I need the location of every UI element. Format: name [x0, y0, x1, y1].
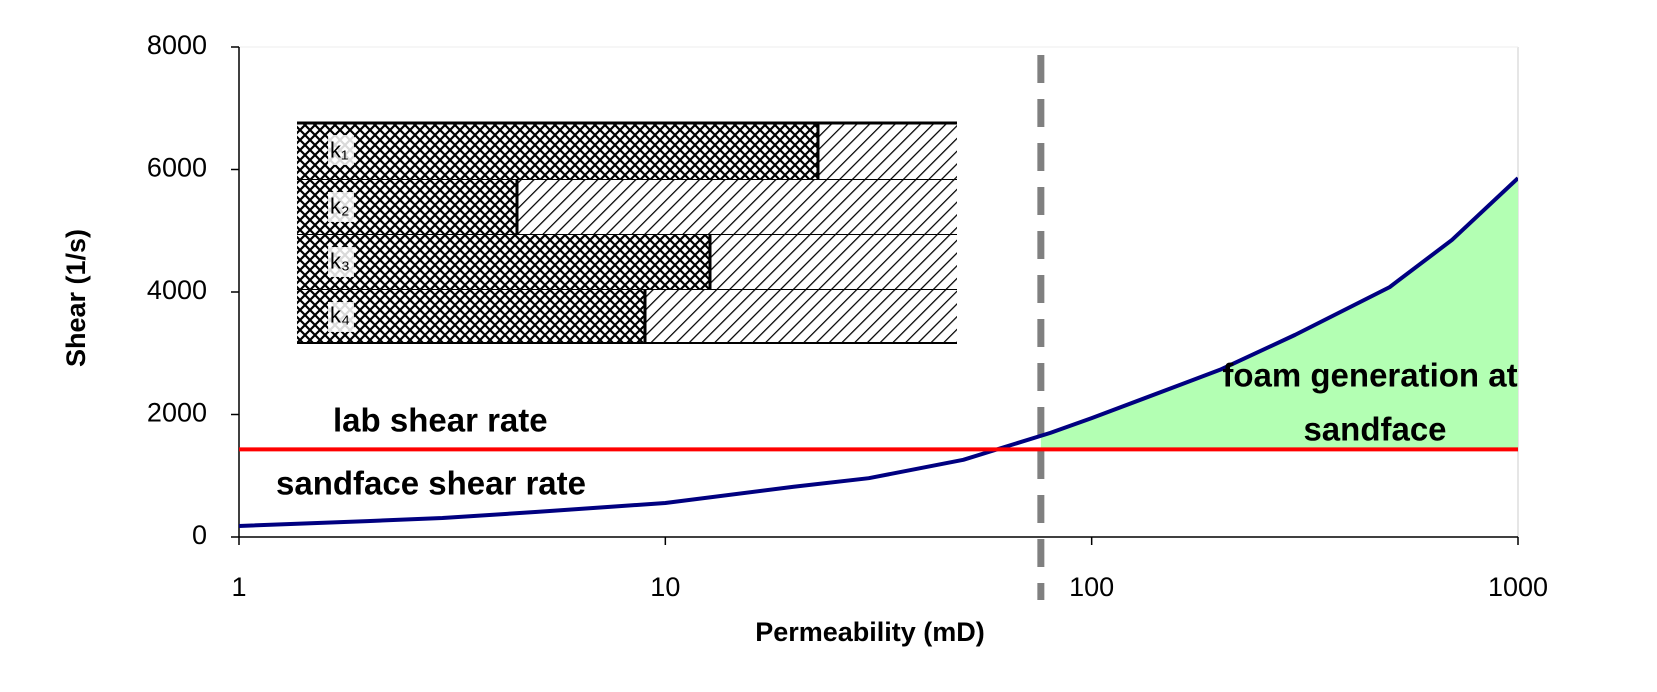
series-label: sandface shear rate [276, 465, 586, 502]
plot: 0 2000 4000 6000 8000 1 10 100 1000 sandface shea… [147, 30, 1548, 602]
inset-crosshatch [297, 123, 818, 180]
inset-label: k₃ [330, 248, 350, 273]
inset-label: k₂ [330, 193, 350, 218]
inset-label-bg [328, 302, 354, 332]
x-axis-label: Permeability (mD) [755, 617, 985, 647]
inset-hatch [645, 290, 957, 343]
y-tick-label: 4000 [147, 275, 207, 305]
shaded-region [1040, 178, 1518, 450]
series-label: lab shear rate [333, 402, 548, 439]
inset-hatch [710, 235, 957, 290]
y-tick-label: 0 [192, 520, 207, 550]
inset-label-bg [328, 135, 354, 165]
inset-crosshatch [297, 235, 710, 290]
x-tick-label: 10 [650, 572, 680, 602]
inset-label: k₁ [330, 137, 348, 162]
x-tick-label: 1000 [1488, 572, 1548, 602]
annotation: foam generation at [1222, 357, 1517, 394]
y-axis-label: Shear (1/s) [61, 229, 91, 367]
y-tick-label: 8000 [147, 30, 207, 60]
y-tick-label: 2000 [147, 398, 207, 428]
inset-label: k₄ [330, 302, 350, 327]
y-tick-label: 6000 [147, 153, 207, 183]
series-line [239, 176, 1518, 528]
x-tick-label: 100 [1069, 572, 1114, 602]
inset-label-bg [328, 192, 354, 222]
inset-label-bg [328, 247, 354, 277]
x-tick-label: 1 [231, 572, 246, 602]
inset-hatch [517, 180, 957, 235]
inset-hatch [818, 123, 957, 180]
annotation: sandface [1303, 411, 1446, 448]
inset-figure: k₁ k₂ k₃ k₄ [297, 121, 957, 344]
inset-crosshatch [297, 290, 645, 343]
